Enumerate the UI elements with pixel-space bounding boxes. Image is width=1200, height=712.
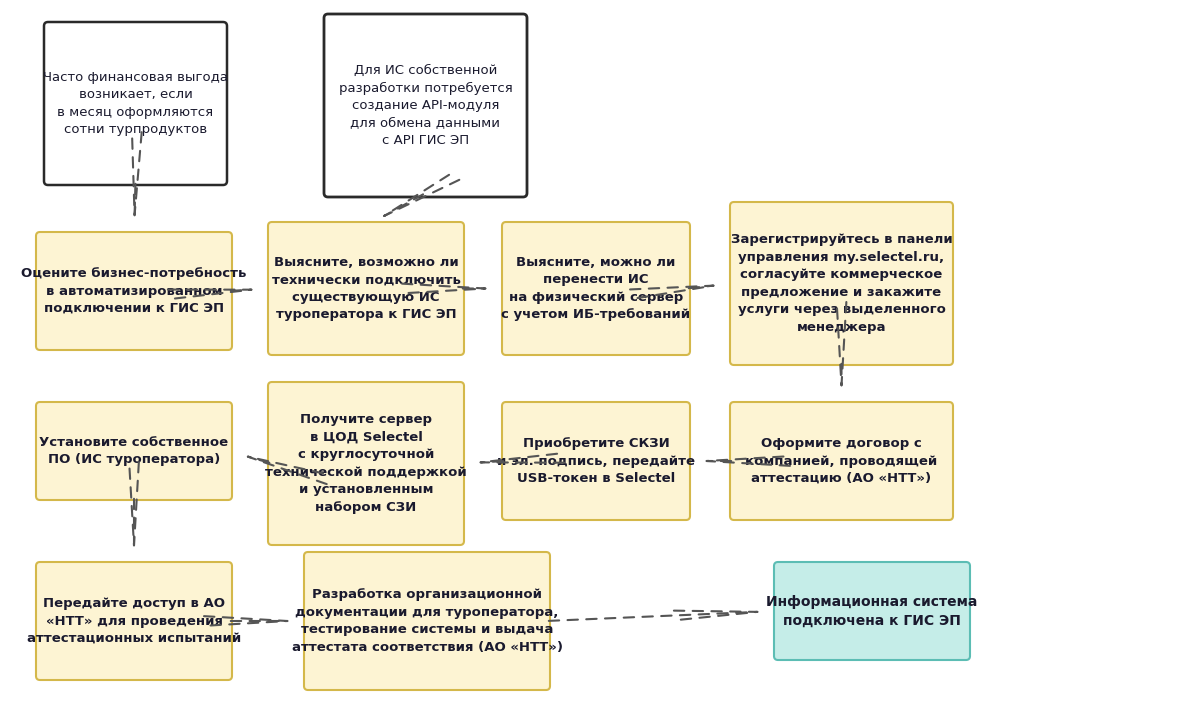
Text: Для ИС собственной
разработки потребуется
создание API-модуля
для обмена данными: Для ИС собственной разработки потребуетс… (338, 64, 512, 147)
FancyBboxPatch shape (36, 232, 232, 350)
FancyBboxPatch shape (774, 562, 970, 660)
Text: Выясните, возможно ли
технически подключить
существующую ИС
туроператора к ГИС Э: Выясните, возможно ли технически подключ… (271, 256, 461, 321)
Text: Информационная система
подключена к ГИС ЭП: Информационная система подключена к ГИС … (767, 595, 978, 627)
Text: Передайте доступ в АО
«НТТ» для проведения
аттестационных испытаний: Передайте доступ в АО «НТТ» для проведен… (26, 597, 241, 645)
FancyBboxPatch shape (44, 22, 227, 185)
FancyBboxPatch shape (36, 402, 232, 500)
Text: Часто финансовая выгода
возникает, если
в месяц оформляются
сотни турпродуктов: Часто финансовая выгода возникает, если … (43, 70, 228, 136)
FancyBboxPatch shape (730, 402, 953, 520)
FancyBboxPatch shape (730, 202, 953, 365)
FancyBboxPatch shape (36, 562, 232, 680)
Text: Разработка организационной
документации для туроператора,
тестирование системы и: Разработка организационной документации … (292, 588, 563, 654)
FancyBboxPatch shape (268, 222, 464, 355)
FancyBboxPatch shape (502, 222, 690, 355)
Text: Оцените бизнес-потребность
в автоматизированном
подключении к ГИС ЭП: Оцените бизнес-потребность в автоматизир… (22, 267, 247, 315)
Text: Установите собственное
ПО (ИС туроператора): Установите собственное ПО (ИС туроперато… (40, 436, 228, 466)
FancyBboxPatch shape (268, 382, 464, 545)
Text: Выясните, можно ли
перенести ИС
на физический сервер
с учетом ИБ-требований: Выясните, можно ли перенести ИС на физич… (502, 256, 690, 321)
Text: Получите сервер
в ЦОД Selectel
с круглосуточной
технической поддержкой
и установ: Получите сервер в ЦОД Selectel с круглос… (265, 413, 467, 514)
Text: Зарегистрируйтесь в панели
управления my.selectel.ru,
согласуйте коммерческое
пр: Зарегистрируйтесь в панели управления my… (731, 234, 953, 334)
FancyBboxPatch shape (502, 402, 690, 520)
Text: Приобретите СКЗИ
и эл. подпись, передайте
USB-токен в Selectel: Приобретите СКЗИ и эл. подпись, передайт… (497, 437, 695, 485)
Text: Оформите договор с
компанией, проводящей
аттестацию (АО «НТТ»): Оформите договор с компанией, проводящей… (745, 437, 937, 485)
FancyBboxPatch shape (304, 552, 550, 690)
FancyBboxPatch shape (324, 14, 527, 197)
